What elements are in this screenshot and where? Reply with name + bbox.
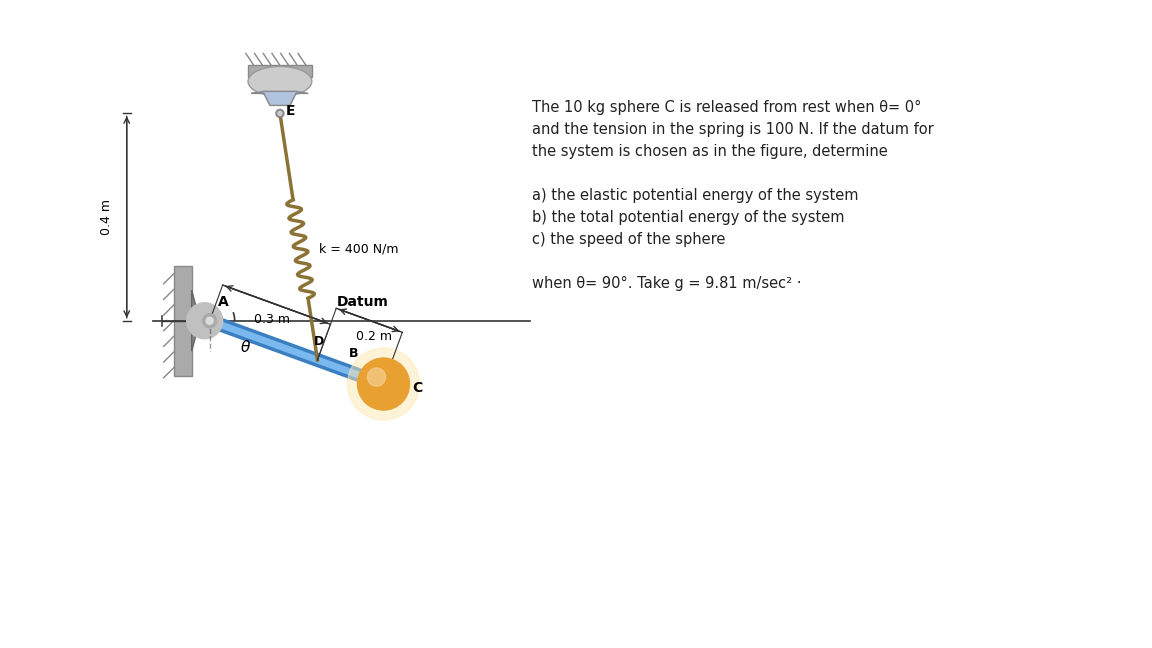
Circle shape [357,358,409,410]
Text: Datum: Datum [336,295,389,308]
Circle shape [367,368,386,386]
Circle shape [276,110,283,117]
Text: and the tension in the spring is 100 N. If the datum for: and the tension in the spring is 100 N. … [532,122,934,137]
Text: E: E [286,104,295,119]
Text: k = 400 N/m: k = 400 N/m [319,242,399,255]
Ellipse shape [248,66,312,97]
Text: the system is chosen as in the figure, determine: the system is chosen as in the figure, d… [532,145,888,159]
Circle shape [278,111,282,115]
Polygon shape [191,291,199,351]
Bar [174,266,191,376]
Circle shape [203,314,217,328]
Text: when θ= 90°. Take g = 9.81 m/sec² ·: when θ= 90°. Take g = 9.81 m/sec² · [532,277,802,292]
Text: 0.2 m: 0.2 m [356,330,393,343]
Text: The 10 kg sphere C is released from rest when θ= 0°: The 10 kg sphere C is released from rest… [532,100,922,115]
Text: 0.3 m: 0.3 m [253,313,289,326]
Text: 0.4 m: 0.4 m [100,199,113,235]
Text: c) the speed of the sphere: c) the speed of the sphere [532,233,726,248]
Circle shape [348,348,419,420]
Text: D: D [314,335,325,348]
Circle shape [187,303,222,339]
Circle shape [206,318,213,324]
Text: $\theta$: $\theta$ [240,339,251,354]
Text: C: C [412,381,423,395]
Text: a) the elastic potential energy of the system: a) the elastic potential energy of the s… [532,189,858,203]
Polygon shape [252,91,308,106]
Bar [248,65,312,77]
Text: B: B [349,347,358,360]
Text: b) the total potential energy of the system: b) the total potential energy of the sys… [532,211,844,226]
Text: A: A [218,295,228,308]
